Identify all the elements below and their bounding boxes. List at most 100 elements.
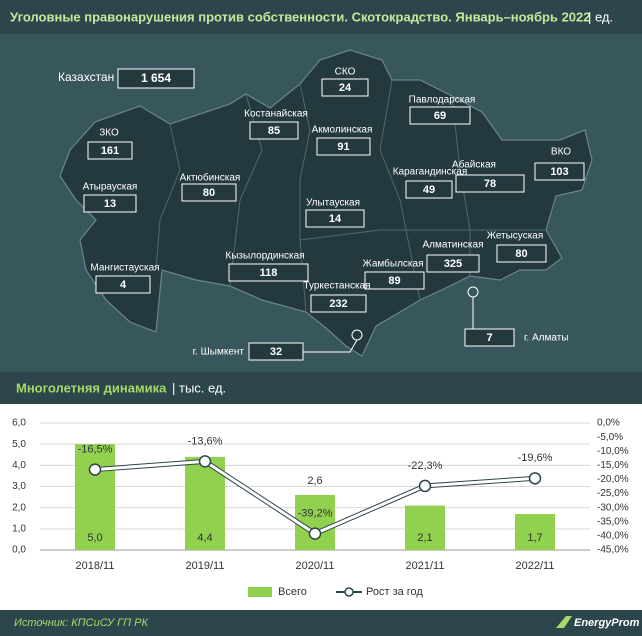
y2-tick-label: 0,0% — [597, 418, 620, 429]
line-point — [88, 463, 102, 476]
region-value: 232 — [329, 298, 347, 310]
header-unit: | ед. — [588, 9, 613, 24]
logo-icon — [556, 616, 572, 628]
value-box — [455, 174, 525, 193]
bar-label: 5,0 — [87, 532, 102, 544]
x-tick-label: 2022/11 — [516, 560, 555, 572]
footer-logo: EnergyProm — [574, 617, 640, 629]
region-label: Туркестанская — [303, 281, 370, 292]
value-box — [534, 162, 585, 181]
legend-label: Рост за год — [366, 586, 423, 598]
city-marker — [351, 329, 363, 341]
chart-title: Многолетняя динамика — [16, 380, 167, 395]
value-box — [426, 254, 480, 273]
region-label: Костанайская — [244, 109, 308, 120]
region-value: 103 — [550, 166, 568, 178]
header-title: Уголовные правонарушения против собствен… — [10, 9, 591, 24]
bar-label: 4,4 — [197, 532, 212, 544]
region-value: 7 — [486, 332, 492, 344]
value-box — [248, 342, 304, 361]
region-value: 91 — [337, 141, 349, 153]
y2-tick-label: -10,0% — [597, 446, 629, 457]
y-tick-label: 2,0 — [12, 502, 26, 513]
line-label: -22,3% — [408, 460, 443, 472]
region-label: г. Алматы — [524, 333, 568, 344]
y2-tick-label: -35,0% — [597, 516, 629, 527]
bar-label: 1,7 — [527, 532, 542, 544]
bar-label: 2,1 — [417, 532, 432, 544]
value-box — [321, 78, 369, 97]
region-label: Кызылординская — [225, 251, 304, 262]
x-tick-label: 2020/11 — [296, 560, 335, 572]
region-label: ЗКО — [99, 128, 119, 139]
region-value: 161 — [101, 145, 119, 157]
value-box — [464, 328, 515, 347]
x-tick-label: 2021/11 — [406, 560, 445, 572]
line-point — [198, 455, 212, 468]
region-label: СКО — [335, 67, 356, 78]
region-label: Жетысуская — [487, 231, 544, 242]
value-box — [496, 244, 547, 263]
value-box — [117, 68, 195, 89]
y2-tick-label: -15,0% — [597, 460, 629, 471]
line-label: -19,6% — [518, 452, 553, 464]
value-box — [87, 141, 133, 160]
bar — [515, 514, 555, 550]
line-point — [418, 479, 432, 493]
line-point — [528, 472, 542, 485]
bar — [75, 444, 115, 550]
header-band — [0, 0, 642, 34]
region-label: Абайская — [452, 159, 496, 171]
legend-swatch — [248, 587, 272, 597]
region-value: 13 — [104, 198, 116, 210]
region-value: 32 — [270, 346, 282, 358]
footer-source: Источник: КПСиСУ ГП РК — [14, 617, 148, 629]
y-tick-label: 6,0 — [12, 418, 26, 429]
legend-swatch — [344, 587, 354, 597]
value-box — [83, 194, 137, 213]
value-box — [305, 209, 365, 228]
section-band — [0, 372, 642, 404]
value-box — [409, 106, 471, 125]
region-value: 1 654 — [141, 71, 171, 85]
y2-tick-label: -30,0% — [597, 502, 629, 513]
region-value: 80 — [515, 248, 527, 260]
x-tick-label: 2018/11 — [76, 560, 115, 572]
bar — [405, 505, 445, 550]
y2-tick-label: -5,0% — [597, 432, 623, 443]
value-box — [364, 271, 425, 290]
value-box — [316, 137, 371, 156]
region-label: Карагандинская — [393, 167, 468, 178]
region-value: 325 — [444, 258, 462, 270]
city-marker — [467, 286, 479, 298]
region-label: Актюбинская — [180, 172, 241, 184]
region-label: г. Шымкент — [193, 347, 245, 358]
line-point — [308, 527, 322, 540]
x-tick-label: 2019/11 — [186, 560, 225, 572]
value-box — [95, 275, 151, 294]
region-label: Жамбылская — [363, 258, 424, 270]
region-value: 89 — [388, 275, 400, 287]
region-label: ВКО — [551, 147, 571, 158]
region-value: 85 — [268, 125, 280, 137]
region-value: 69 — [434, 110, 446, 122]
region-value: 4 — [120, 279, 127, 291]
region-label: Казахстан — [58, 70, 114, 84]
line-label: -16,5% — [78, 443, 113, 455]
y2-tick-label: -40,0% — [597, 531, 629, 542]
footer-band — [0, 610, 642, 636]
y-tick-label: 0,0 — [12, 545, 26, 556]
bar-label: 2,6 — [307, 475, 322, 487]
y-tick-label: 3,0 — [12, 481, 26, 492]
line-label: -13,6% — [188, 435, 223, 447]
region-label: Акмолинская — [312, 125, 373, 136]
region-value: 14 — [329, 213, 342, 225]
legend-label: Всего — [278, 586, 307, 598]
region-value: 118 — [260, 267, 278, 279]
region-label: Атырауская — [83, 182, 138, 193]
value-box — [181, 183, 237, 202]
region-label: Улытауская — [306, 198, 360, 209]
value-box — [405, 180, 453, 199]
